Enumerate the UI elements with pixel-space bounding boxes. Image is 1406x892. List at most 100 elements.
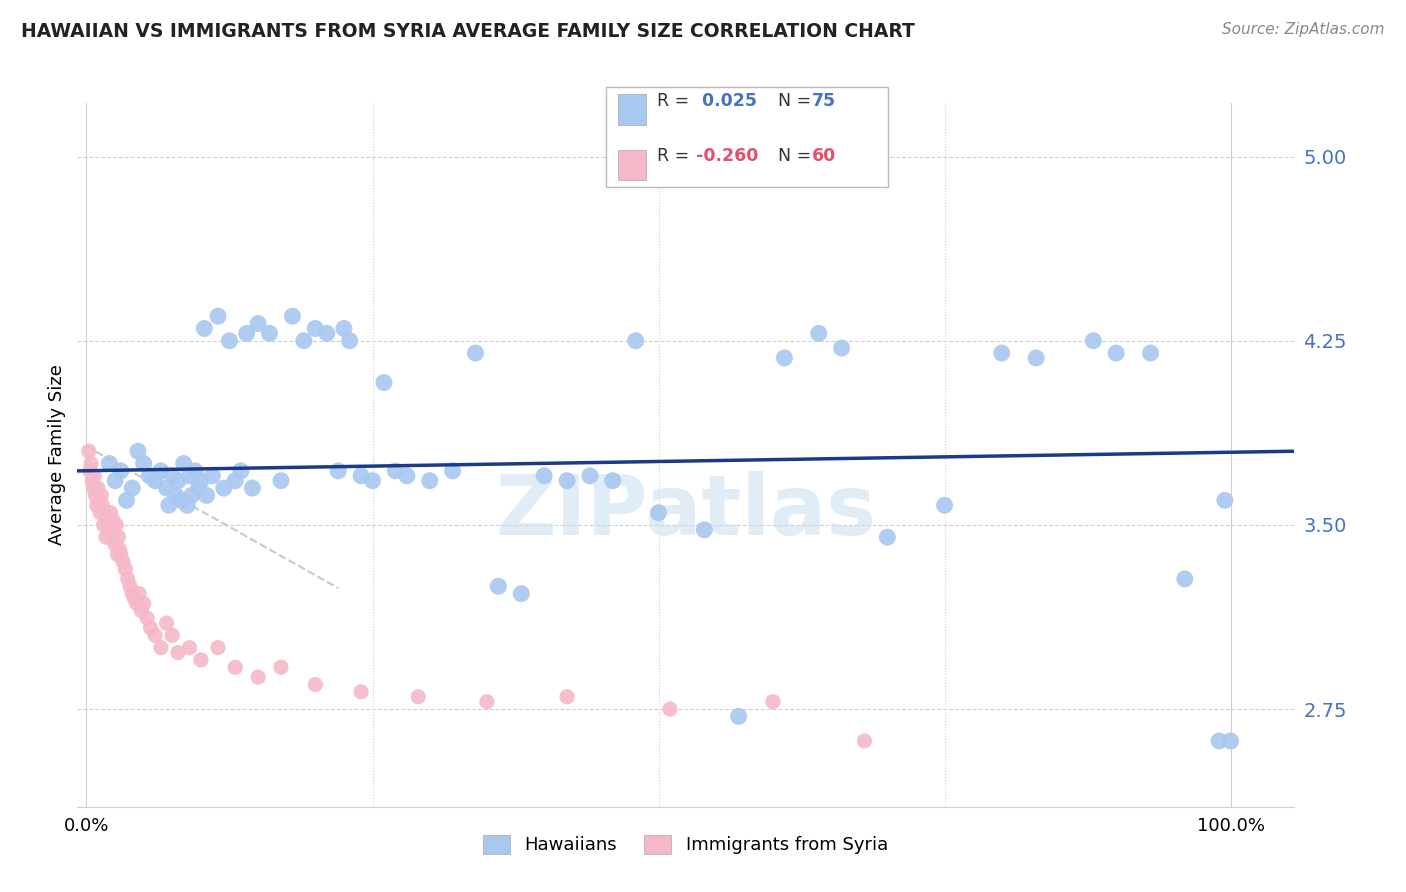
- Point: [139, 621, 162, 635]
- Point: [179, 468, 201, 483]
- Text: N =: N =: [766, 92, 817, 110]
- Point: [115, 493, 138, 508]
- Point: [143, 474, 166, 488]
- Point: [117, 572, 139, 586]
- Point: [304, 677, 326, 691]
- Point: [155, 481, 177, 495]
- Point: [112, 555, 135, 569]
- Point: [224, 474, 246, 488]
- Point: [149, 640, 172, 655]
- Point: [110, 464, 132, 478]
- Point: [132, 457, 155, 471]
- Point: [259, 326, 281, 341]
- Point: [96, 513, 118, 527]
- Point: [110, 547, 132, 561]
- Point: [624, 334, 647, 348]
- Point: [579, 468, 602, 483]
- Point: [1219, 734, 1241, 748]
- Point: [831, 341, 853, 355]
- Point: [107, 530, 129, 544]
- Point: [207, 309, 229, 323]
- Text: R =: R =: [657, 92, 695, 110]
- Point: [1025, 351, 1047, 365]
- Point: [195, 488, 218, 502]
- Point: [1174, 572, 1197, 586]
- Point: [77, 444, 100, 458]
- Point: [136, 611, 159, 625]
- Point: [475, 695, 498, 709]
- Point: [1139, 346, 1161, 360]
- Point: [773, 351, 796, 365]
- Point: [143, 628, 166, 642]
- Point: [82, 474, 104, 488]
- Point: [1105, 346, 1128, 360]
- Point: [80, 457, 103, 471]
- Point: [179, 640, 201, 655]
- Point: [533, 468, 555, 483]
- Point: [934, 498, 956, 512]
- Text: -0.260: -0.260: [696, 147, 759, 165]
- Text: 0.025: 0.025: [696, 92, 758, 110]
- Point: [350, 685, 373, 699]
- Point: [510, 587, 533, 601]
- Point: [114, 562, 136, 576]
- Text: ZIPatlas: ZIPatlas: [495, 471, 876, 552]
- Point: [98, 457, 121, 471]
- Point: [100, 506, 122, 520]
- Point: [170, 493, 193, 508]
- Point: [79, 464, 101, 478]
- Point: [361, 474, 384, 488]
- Point: [124, 591, 146, 606]
- Point: [242, 481, 264, 495]
- Point: [876, 530, 898, 544]
- Point: [91, 498, 114, 512]
- Point: [101, 513, 124, 527]
- Point: [1213, 493, 1236, 508]
- Text: R =: R =: [657, 147, 695, 165]
- Point: [105, 547, 128, 561]
- Point: [190, 653, 212, 667]
- Point: [176, 498, 198, 512]
- Point: [162, 628, 184, 642]
- Point: [486, 579, 509, 593]
- Point: [173, 457, 195, 471]
- Point: [990, 346, 1012, 360]
- Point: [555, 690, 578, 704]
- Point: [406, 690, 429, 704]
- Point: [693, 523, 716, 537]
- Point: [218, 334, 240, 348]
- Point: [89, 506, 111, 520]
- Point: [207, 640, 229, 655]
- Point: [333, 321, 356, 335]
- Point: [441, 464, 464, 478]
- Point: [235, 326, 257, 341]
- Point: [128, 587, 150, 601]
- Point: [165, 488, 187, 502]
- Point: [201, 468, 224, 483]
- Point: [83, 468, 105, 483]
- Point: [97, 523, 120, 537]
- Point: [1208, 734, 1230, 748]
- Point: [328, 464, 350, 478]
- Point: [315, 326, 337, 341]
- Point: [149, 464, 172, 478]
- Legend: Hawaiians, Immigrants from Syria: Hawaiians, Immigrants from Syria: [475, 828, 896, 862]
- Point: [180, 488, 202, 502]
- Point: [224, 660, 246, 674]
- Point: [247, 317, 270, 331]
- Point: [190, 474, 212, 488]
- Point: [167, 646, 190, 660]
- Point: [184, 464, 207, 478]
- Point: [281, 309, 304, 323]
- Point: [807, 326, 830, 341]
- Point: [155, 616, 177, 631]
- Point: [121, 481, 143, 495]
- Point: [103, 523, 125, 537]
- Point: [167, 474, 190, 488]
- Point: [138, 468, 160, 483]
- Point: [762, 695, 785, 709]
- Point: [87, 493, 110, 508]
- Point: [212, 481, 235, 495]
- Point: [121, 587, 143, 601]
- Text: 75: 75: [811, 92, 835, 110]
